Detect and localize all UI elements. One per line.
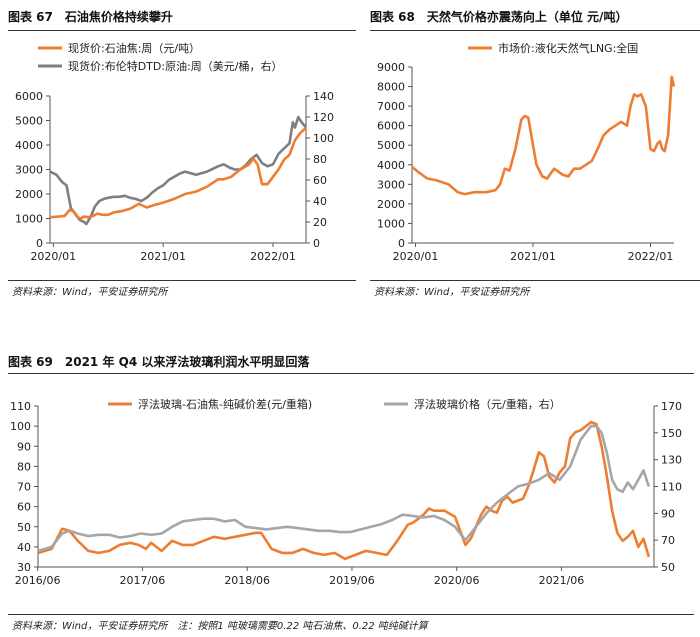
c69-x-tick-label: 2018/06 xyxy=(224,574,270,587)
c69-x-tick-label: 2017/06 xyxy=(120,574,166,587)
c69-y2-tick-label: 170 xyxy=(661,400,682,413)
c68-x-tick-label: 2022/01 xyxy=(628,250,674,263)
c68-y-tick-label: 0 xyxy=(398,237,405,250)
c67-y2-tick-label: 80 xyxy=(313,153,327,166)
c69-y2-tick-label: 50 xyxy=(661,561,675,574)
chart69-panel: 图表 69 2021 年 Q4 以来浮法玻璃利润水平明显回落 2016/06 20… xyxy=(8,351,694,635)
c69-y-tick-label: 110 xyxy=(10,400,31,413)
c69-x-tick-label: 2020/06 xyxy=(434,574,480,587)
c67-series-2-line xyxy=(49,115,307,226)
c68-y-tick-label: 1000 xyxy=(377,217,405,230)
c68-y-tick-label: 4000 xyxy=(377,159,405,172)
c69-y2-tick-label: 90 xyxy=(661,507,675,520)
c69-y-tick-label: 50 xyxy=(17,521,31,534)
c68-y-tick-label: 8000 xyxy=(377,81,405,94)
c68-y-tick-label: 7000 xyxy=(377,100,405,113)
c67-series-1-line xyxy=(49,126,307,220)
c67-y-tick-label: 0 xyxy=(36,237,43,250)
c67-y-tick-label: 1000 xyxy=(15,213,43,226)
c68-y-tick-label: 5000 xyxy=(377,139,405,152)
chart68-source: 资料来源：Wind，平安证券研究所 xyxy=(374,287,530,298)
chart67-plot: 2020/01 2021/01 2022/010100020003000400050… xyxy=(15,41,334,263)
c68-legend-label-1: 市场价:液化天然气LNG:全国 xyxy=(498,41,638,55)
c67-y-tick-label: 6000 xyxy=(15,90,43,103)
c69-x-tick-label: 2021/06 xyxy=(539,574,585,587)
c68-y-tick-label: 3000 xyxy=(377,178,405,191)
c69-y-tick-label: 90 xyxy=(17,440,31,453)
chart67-title-rule xyxy=(8,30,356,31)
chart67-source: 资料来源：Wind，平安证券研究所 xyxy=(12,287,168,298)
c69-y2-tick-label: 150 xyxy=(661,427,682,440)
chart69-title: 图表 69 2021 年 Q4 以来浮法玻璃利润水平明显回落 xyxy=(8,355,310,369)
c69-legend-label-1: 浮法玻璃-石油焦-纯碱价差(元/重箱) xyxy=(138,397,312,411)
c68-x-tick-label: 2021/01 xyxy=(510,250,556,263)
c67-y2-tick-label: 100 xyxy=(313,132,334,145)
c67-y2-tick-label: 20 xyxy=(313,216,327,229)
c67-x-tick-label: 2022/01 xyxy=(250,250,296,263)
c69-y-tick-label: 30 xyxy=(17,561,31,574)
chart67-panel: 图表 67 石油焦价格持续攀升 2020/01 2021/01 2022/01 0 10… xyxy=(8,6,356,302)
c67-y2-tick-label: 140 xyxy=(313,90,334,103)
c69-y2-tick-label: 130 xyxy=(661,454,682,467)
c67-y2-tick-label: 120 xyxy=(313,111,334,124)
c67-y-tick-label: 3000 xyxy=(15,164,43,177)
c69-y2-tick-label: 70 xyxy=(661,534,675,547)
c67-y-tick-label: 4000 xyxy=(15,139,43,152)
chart69-plot: 2016/06 2017/06 2018/06 2019/06 2020/06 2021/… xyxy=(10,397,682,587)
chart68-source-rule xyxy=(370,280,700,281)
c67-legend-label-1: 现货价:石油焦:周（元/吨） xyxy=(68,41,200,55)
c69-legend-label-2: 浮法玻璃价格（元/重箱，右） xyxy=(414,397,561,411)
c67-y2-tick-label: 40 xyxy=(313,195,327,208)
c68-y-tick-label: 2000 xyxy=(377,198,405,211)
chart68-title-rule xyxy=(370,30,700,31)
c69-y-tick-label: 100 xyxy=(10,420,31,433)
c67-x-tick-label: 2020/01 xyxy=(30,250,76,263)
c68-series-1-line xyxy=(411,75,676,196)
c67-legend-label-2: 现货价:布伦特DTD:原油:周（美元/桶，右） xyxy=(68,59,282,73)
c68-x-tick-label: 2020/01 xyxy=(393,250,439,263)
chart69-title-rule xyxy=(8,373,694,374)
c67-y2-tick-label: 60 xyxy=(313,174,327,187)
c69-series-1-line xyxy=(37,420,651,561)
chart67-source-rule xyxy=(8,280,356,281)
c68-y-tick-label: 9000 xyxy=(377,61,405,74)
c67-x-tick-label: 2021/01 xyxy=(140,250,186,263)
chart68-title: 图表 68 天然气价格亦震荡向上（单位 元/吨） xyxy=(370,10,628,24)
c69-series-2-line xyxy=(37,424,651,553)
c69-y-tick-label: 40 xyxy=(17,541,31,554)
c69-y-tick-label: 80 xyxy=(17,460,31,473)
c68-y-tick-label: 6000 xyxy=(377,120,405,133)
chart69-source: 资料来源：Wind，平安证券研究所 注：按照1 吨玻璃需要0.22 吨石油焦、0… xyxy=(12,621,428,632)
c67-y-tick-label: 5000 xyxy=(15,115,43,128)
chart67-title: 图表 67 石油焦价格持续攀升 xyxy=(8,10,173,24)
c69-y2-tick-label: 110 xyxy=(661,481,682,494)
c69-x-tick-label: 2019/06 xyxy=(329,574,375,587)
chart68-plot: 2020/01 2021/01 2022/01 0 1000 2000 3000 4000 50… xyxy=(377,41,676,263)
chart68-panel: 图表 68 天然气价格亦震荡向上（单位 元/吨） 2020/01 2021/01 2… xyxy=(370,6,700,302)
c67-y-tick-label: 2000 xyxy=(15,188,43,201)
c69-y-tick-label: 70 xyxy=(17,481,31,494)
c67-y2-tick-label: 0 xyxy=(313,237,320,250)
c69-y-tick-label: 60 xyxy=(17,501,31,514)
chart69-source-rule xyxy=(8,614,694,615)
c69-x-tick-label: 2016/06 xyxy=(15,574,61,587)
